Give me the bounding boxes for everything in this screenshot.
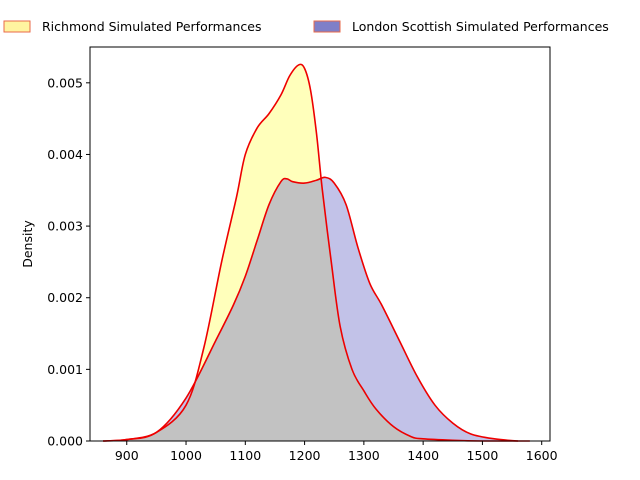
legend: Richmond Simulated Performances London S… [3,19,609,34]
legend-swatch-london-scottish [313,20,341,33]
x-tick-label: 1600 [526,448,558,463]
x-tick-label: 1200 [289,448,321,463]
x-tick-label: 900 [115,448,139,463]
y-axis-label: Density [20,220,35,268]
y-tick-label: 0.004 [47,147,83,162]
x-tick-label: 1300 [348,448,380,463]
plot-areas [102,63,530,442]
density-area-richmond [103,64,518,442]
x-tick-label: 1100 [229,448,261,463]
x-tick-label: 1400 [407,448,439,463]
y-tick-label: 0.000 [47,434,83,449]
density-line-richmond [102,63,518,442]
y-tick-label: 0.002 [47,290,83,305]
legend-label-london-scottish: London Scottish Simulated Performances [352,19,609,34]
x-tick-label: 1000 [170,448,202,463]
y-tick-label: 0.001 [47,362,83,377]
x-axis: 900 1000 1100 1200 1300 1400 1500 1600 [115,441,558,463]
y-tick-label: 0.005 [47,75,83,90]
density-area-london-scottish [103,177,530,441]
density-line-london-scottish [102,176,530,442]
legend-swatch-richmond [3,20,31,33]
y-tick-label: 0.003 [47,219,83,234]
plot-frame [89,46,551,442]
legend-label-richmond: Richmond Simulated Performances [42,19,261,34]
y-axis: 0.000 0.001 0.002 0.003 0.004 0.005 [47,75,90,449]
x-tick-label: 1500 [467,448,499,463]
